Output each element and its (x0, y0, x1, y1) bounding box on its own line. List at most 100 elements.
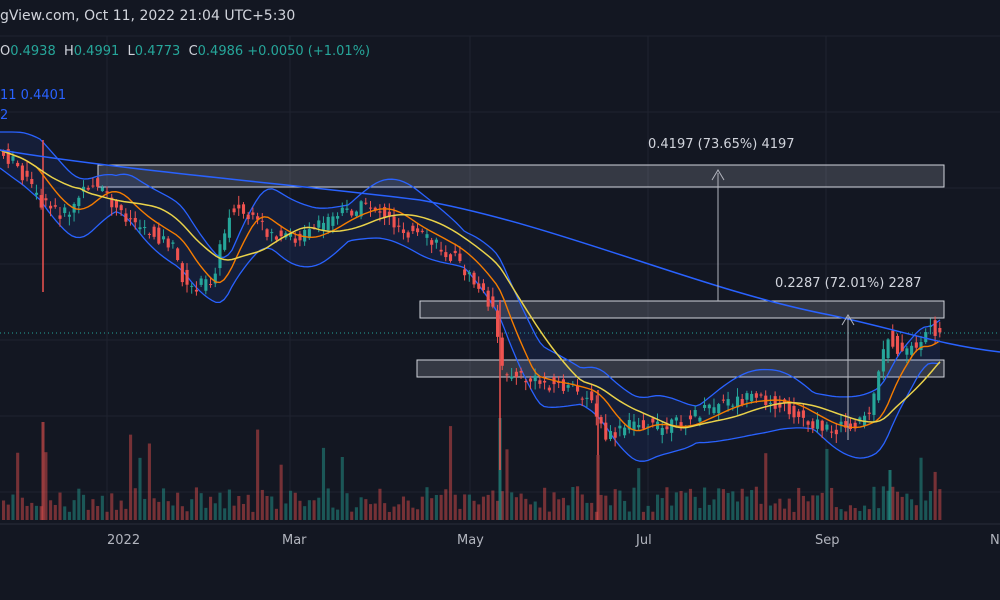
candle-body (378, 211, 382, 213)
candle-body (420, 230, 424, 232)
x-tick-mar: Mar (282, 533, 307, 548)
volume-bar (274, 508, 278, 520)
volume-bar (768, 505, 773, 520)
volume-bar (773, 503, 777, 520)
candle-body (519, 371, 523, 373)
volume-spike-3 (888, 470, 892, 520)
volume-bar (830, 487, 834, 520)
volume-bar (731, 491, 735, 520)
candle-body (834, 429, 838, 435)
candle-body (754, 393, 758, 398)
volume-bar (364, 499, 368, 520)
volume-bar (138, 457, 142, 520)
volume-bar (383, 503, 387, 520)
candle-body (86, 187, 90, 190)
high-value: 0.4991 (73, 44, 120, 59)
volume-bar (844, 511, 848, 520)
candle-body (463, 269, 467, 276)
close-value: 0.4986 (197, 44, 244, 59)
candle-body (543, 380, 547, 383)
volume-bar (924, 500, 928, 520)
volume-bar (783, 508, 787, 520)
candle-body (204, 279, 208, 291)
candle-body (298, 233, 302, 241)
volume-bar (787, 498, 791, 520)
volume-bar (124, 508, 128, 520)
volume-bar (538, 507, 542, 520)
candle-body (632, 421, 636, 431)
candle-body (227, 217, 231, 238)
candle-body (114, 200, 119, 208)
volume-bar (623, 500, 627, 520)
price-zones (97, 164, 945, 378)
candle-body (853, 422, 857, 429)
volume-bar (594, 511, 598, 520)
candle-body (444, 252, 448, 258)
measure-arrowhead-upper (711, 169, 725, 181)
measure-label-lower: 0.2287 (72.01%) 2287 (775, 276, 922, 291)
volume-bar (397, 504, 401, 520)
volume-bar (721, 489, 725, 520)
candle-body (721, 399, 725, 401)
volume-bar (453, 494, 457, 520)
candle-body (251, 212, 255, 215)
volume-bar (171, 505, 175, 520)
change-value: +0.0050 (+1.01%) (247, 44, 371, 59)
candle-body (67, 214, 71, 217)
candle-body (246, 214, 250, 220)
volume-bar (463, 494, 467, 520)
volume-bar (321, 447, 326, 520)
candle-body (161, 236, 166, 240)
candle-body (53, 205, 57, 207)
volume-bar (580, 494, 584, 520)
candle-body (368, 207, 373, 209)
close-label: C (188, 44, 198, 59)
volume-bar (411, 507, 415, 520)
volume-bar (491, 490, 495, 520)
volume-bar (825, 448, 829, 520)
candle-body (143, 227, 147, 229)
candle-body (467, 272, 471, 275)
candle-body (180, 263, 184, 283)
volume-bar (199, 493, 203, 520)
candle-body (792, 405, 796, 418)
volume-bar (853, 508, 857, 520)
candle-body (481, 283, 486, 291)
candle-body (533, 375, 537, 382)
volume-bar (336, 509, 340, 520)
candle-body (194, 289, 199, 292)
volume-bar (420, 496, 424, 520)
volume-bar (881, 486, 885, 520)
volume-bar (265, 495, 269, 520)
volume-bar (646, 505, 650, 520)
volume-bar (284, 503, 288, 520)
candle-body (674, 417, 678, 421)
candle-body (129, 218, 133, 220)
candle-body (928, 325, 932, 327)
candle-body (877, 371, 881, 401)
candle-body (359, 201, 363, 217)
volume-bar (707, 504, 711, 520)
volume-bar (110, 493, 114, 520)
candle-body (858, 417, 862, 422)
candle-body (848, 423, 853, 430)
x-tick-sep: Sep (815, 533, 840, 548)
candle-body (199, 278, 203, 285)
candle-body (514, 371, 518, 377)
volume-bar (317, 497, 321, 520)
volume-bar (712, 499, 716, 520)
volume-bar (764, 453, 768, 520)
candle-body (152, 226, 156, 237)
candle-body (797, 411, 801, 418)
candle-body (613, 432, 617, 438)
candle-body (910, 345, 914, 355)
candle-body (914, 342, 918, 348)
volume-bar (576, 486, 580, 520)
candle-body (665, 426, 669, 430)
candle-body (576, 385, 580, 392)
volume-bar (303, 506, 307, 520)
candle-body (698, 417, 702, 422)
candle-body (491, 296, 495, 307)
